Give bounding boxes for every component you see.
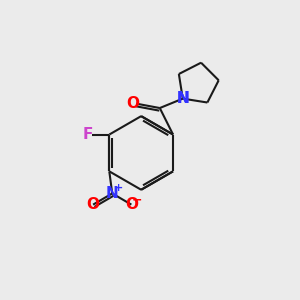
Text: O: O	[125, 197, 138, 212]
Text: N: N	[176, 91, 189, 106]
Text: −: −	[132, 194, 142, 207]
Text: O: O	[126, 96, 139, 111]
Text: O: O	[87, 197, 100, 212]
Text: N: N	[106, 186, 118, 201]
Text: F: F	[82, 127, 93, 142]
Text: N: N	[176, 91, 189, 106]
Text: +: +	[114, 183, 123, 193]
